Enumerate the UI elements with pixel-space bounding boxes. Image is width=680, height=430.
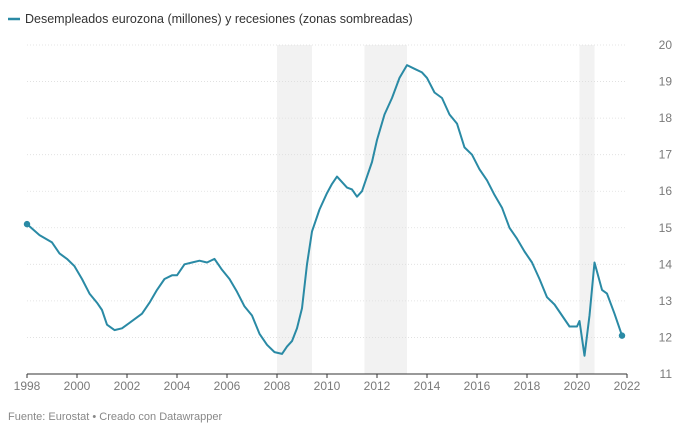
y-tick-label: 14 bbox=[659, 257, 673, 271]
recession-band-2 bbox=[364, 45, 407, 374]
y-tick-label: 11 bbox=[660, 367, 673, 381]
end-point bbox=[618, 332, 626, 339]
y-tick-label: 18 bbox=[659, 111, 673, 125]
recession-band-3 bbox=[579, 45, 595, 374]
source-note: Fuente: Eurostat • Creado con Datawrappe… bbox=[8, 411, 223, 423]
x-tick-label: 2004 bbox=[164, 379, 191, 393]
x-tick-label: 2010 bbox=[314, 379, 341, 393]
legend-label: Desempleados eurozona (millones) y reces… bbox=[25, 12, 413, 26]
y-tick-label: 12 bbox=[659, 330, 673, 344]
recession-bands bbox=[277, 45, 595, 374]
y-tick-label: 20 bbox=[659, 38, 673, 52]
x-tick-label: 2002 bbox=[114, 379, 141, 393]
x-tick-label: 2020 bbox=[564, 379, 591, 393]
x-tick-label: 2018 bbox=[514, 379, 541, 393]
x-tick-label: 2012 bbox=[364, 379, 391, 393]
y-tick-label: 13 bbox=[659, 294, 673, 308]
legend: Desempleados eurozona (millones) y reces… bbox=[8, 12, 413, 26]
x-tick-label: 1998 bbox=[14, 379, 41, 393]
y-axis: 11 12 13 14 15 16 17 18 19 20 bbox=[659, 38, 673, 381]
x-tick-label: 2008 bbox=[264, 379, 291, 393]
series-line bbox=[23, 64, 626, 357]
x-tick-label: 2000 bbox=[64, 379, 91, 393]
x-axis: 1998 2000 2002 2004 2006 2008 2010 2012 2014 2016… bbox=[14, 374, 641, 393]
recession-band-1 bbox=[277, 45, 312, 374]
y-tick-label: 16 bbox=[659, 184, 673, 198]
x-tick-label: 2016 bbox=[464, 379, 491, 393]
unemployment-line bbox=[26, 64, 623, 357]
y-tick-label: 17 bbox=[659, 148, 673, 162]
x-tick-label: 2006 bbox=[214, 379, 241, 393]
x-tick-label: 2022 bbox=[614, 379, 641, 393]
y-tick-label: 15 bbox=[659, 221, 673, 235]
y-tick-label: 19 bbox=[659, 75, 673, 89]
gridlines bbox=[27, 44, 627, 375]
start-point bbox=[23, 220, 31, 228]
x-tick-label: 2014 bbox=[414, 379, 441, 393]
